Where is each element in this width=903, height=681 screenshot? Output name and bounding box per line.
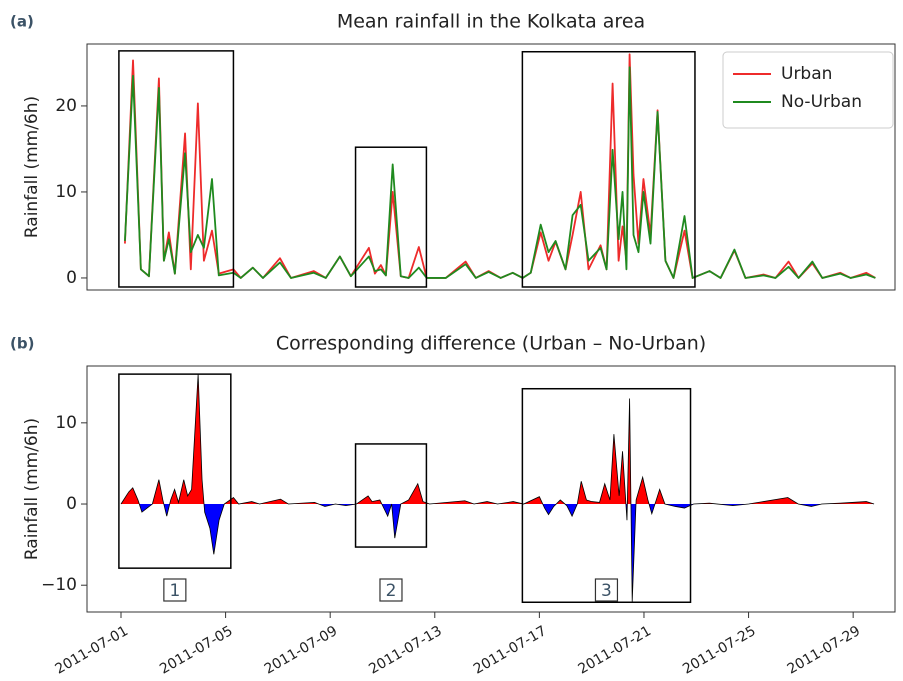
y-tick-label: 0	[66, 494, 77, 514]
negative-area	[120, 504, 875, 602]
panel-label: (b)	[10, 335, 34, 353]
difference-line	[120, 374, 875, 602]
x-tick-label: 2011-07-01	[53, 623, 131, 678]
y-axis-label: Rainfall (mm/6h)	[22, 96, 42, 238]
plot-frame	[86, 365, 896, 613]
y-tick-label: 10	[55, 182, 77, 202]
positive-area	[120, 374, 875, 505]
x-tick-label: 2011-07-09	[262, 623, 340, 678]
x-tick-label: 2011-07-17	[471, 623, 549, 678]
panel-label: (a)	[10, 13, 34, 31]
y-tick-label: 0	[66, 268, 77, 288]
x-tick-label: 2011-07-21	[575, 623, 653, 678]
highlight-label: 3	[601, 581, 612, 601]
x-tick-label: 2011-07-25	[680, 623, 758, 678]
y-tick-label: −10	[41, 575, 77, 595]
highlight-label-box	[594, 578, 619, 602]
chart-title: Mean rainfall in the Kolkata area	[337, 11, 645, 33]
highlight-label-box	[163, 578, 187, 602]
highlight-label-box	[379, 578, 403, 602]
x-tick-label: 2011-07-13	[366, 623, 444, 678]
highlight-box	[354, 443, 428, 548]
legend-box	[722, 51, 894, 129]
plot-area	[120, 374, 875, 602]
chart-title: Corresponding difference (Urban – No-Urb…	[276, 333, 706, 355]
series-line	[124, 66, 876, 279]
highlight-box	[118, 50, 235, 288]
plot-frame	[86, 43, 896, 291]
highlight-label: 2	[386, 581, 397, 601]
y-tick-label: 20	[55, 96, 77, 116]
y-axis-label: Rainfall (mm/6h)	[22, 418, 42, 560]
plot-area	[124, 53, 876, 279]
legend-label: No-Urban	[781, 92, 862, 112]
x-tick-label: 2011-07-29	[785, 623, 863, 678]
x-tick-label: 2011-07-05	[157, 623, 235, 678]
y-tick-label: 10	[55, 413, 77, 433]
highlight-box	[118, 373, 232, 569]
highlight-box	[354, 146, 428, 288]
highlight-box	[521, 387, 692, 604]
highlight-label: 1	[169, 581, 180, 601]
highlight-box	[521, 50, 696, 288]
legend-label: Urban	[781, 64, 832, 84]
